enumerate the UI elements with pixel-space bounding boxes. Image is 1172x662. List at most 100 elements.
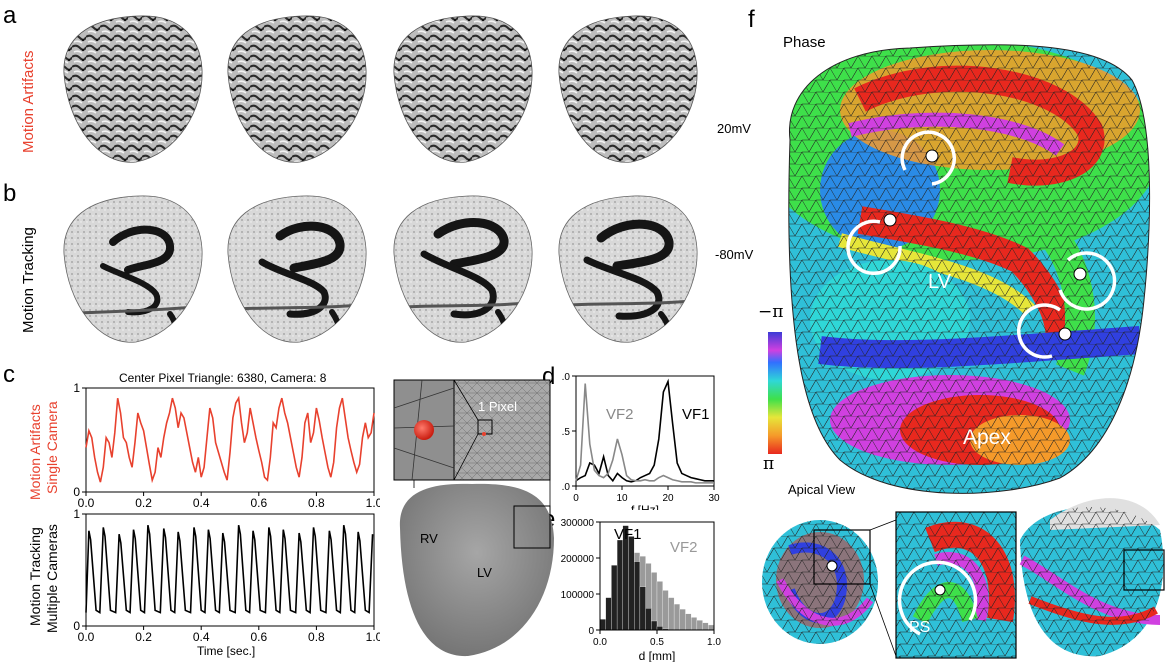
- e-bar-VF2: [691, 617, 698, 631]
- chart-c-bottom: 0.0 0.2 0.4 0.6 0.8 1.0 0 1: [73, 507, 380, 644]
- phase-singularity-4: [1058, 327, 1072, 341]
- lv-label-f: LV: [928, 271, 951, 293]
- heart-b2: [227, 195, 367, 343]
- e-bar-VF1: [656, 626, 663, 631]
- plot-c-bottom-ylabel-1: Motion Tracking: [27, 527, 43, 626]
- e-bar-VF1: [645, 608, 652, 631]
- rv-label: RV: [420, 531, 438, 546]
- phase-singularity-1: [925, 149, 939, 163]
- e-ytick-label: 200000: [561, 554, 595, 565]
- plot-c-top-ylabel-2: Single Camera: [44, 401, 60, 494]
- heart-b1: [63, 195, 203, 343]
- d-xlabel: f [Hz]: [631, 503, 659, 510]
- e-bar-VF2: [656, 581, 663, 631]
- c-top-xtick-label: 0.2: [135, 496, 152, 510]
- e-bar-VF2: [696, 620, 703, 631]
- e-bar-VF1: [634, 561, 641, 631]
- phase-heart: [788, 44, 1150, 494]
- ps-label: PS: [909, 619, 931, 636]
- panel-c-label: c: [3, 361, 15, 388]
- c-top-frame: [85, 387, 375, 493]
- c-top-xtick-label: 0.0: [78, 496, 95, 510]
- vf2-label-d: VF2: [606, 406, 634, 423]
- plot-c-top-ylabel-1: Motion Artifacts: [27, 404, 43, 500]
- apical-singularity: [934, 584, 946, 596]
- pixel-inset: [393, 379, 554, 657]
- hearts-svg: [63, 15, 698, 343]
- e-xtick-label: 0.5: [650, 637, 664, 648]
- chart-c-xlabel: Time [sec.]: [197, 644, 256, 658]
- vf1-label-d: VF1: [682, 406, 710, 423]
- c-bot-xtick-label: 0.6: [250, 630, 267, 644]
- d-series-VF1: [575, 378, 714, 483]
- heart-a1: [63, 15, 203, 163]
- phase-colorbar-bottom: π: [763, 454, 775, 474]
- c-top-ytick-label: 0: [73, 485, 80, 499]
- e-bar-VF2: [702, 622, 709, 631]
- heart-b3: [393, 195, 533, 343]
- d-xtick-label: 30: [708, 493, 720, 504]
- colorbar-top-label: 20mV: [717, 121, 751, 136]
- e-xtick-label: 0.0: [593, 637, 607, 648]
- e-bar-VF2: [685, 613, 692, 631]
- e-bar-VF1: [611, 565, 618, 631]
- gray-heart: [399, 483, 554, 657]
- d-ytick-label: 0.0: [562, 482, 570, 493]
- chart-c: 0.0 0.2 0.4 0.6 0.8 1.001 0.0 0.2 0.4 0.6 0.8 1.00…: [73, 381, 380, 644]
- c-top-xtick-label: 0.8: [308, 496, 325, 510]
- e-xlabel: d [mm]: [639, 649, 676, 662]
- e-bar-VF2: [708, 624, 715, 631]
- panel-b-label: b: [3, 180, 17, 207]
- plot-c-bottom-ylabel-2: Multiple Cameras: [44, 524, 60, 633]
- panel-a-label: a: [3, 2, 17, 29]
- e-xtick-label: 1.0: [707, 637, 721, 648]
- phase-colorbar: [768, 332, 782, 454]
- e-bar-VF1: [651, 620, 658, 631]
- e-bar-VF2: [673, 603, 680, 631]
- heart-a2: [227, 15, 367, 163]
- c-top-xtick-label: 1.0: [366, 496, 380, 510]
- c-bot-xtick-label: 1.0: [366, 630, 380, 644]
- c-bot-frame: [85, 513, 375, 627]
- heart-pixel-box: [513, 505, 551, 549]
- apical-view-left: [762, 520, 878, 644]
- heart-b4: [558, 195, 698, 343]
- c-top-series-line: [85, 395, 375, 484]
- c-bot-xtick-label: 0.8: [308, 630, 325, 644]
- e-bar-VF1: [599, 619, 606, 631]
- e-ytick-label: 0: [588, 626, 594, 637]
- c-bot-ytick-label: 1: [73, 507, 80, 521]
- vf2-label-e: VF2: [670, 539, 698, 556]
- c-bot-ytick-label: 0: [73, 619, 80, 633]
- e-bar-VF1: [639, 586, 646, 631]
- apex-label: Apex: [963, 426, 1011, 449]
- d-series-VF2: [575, 383, 714, 484]
- chart-c-top: 0.0 0.2 0.4 0.6 0.8 1.0 0 1: [73, 381, 380, 510]
- apical-view-right: [1019, 498, 1165, 657]
- c-top-xtick-label: 0.6: [250, 496, 267, 510]
- phase-singularity-2: [883, 213, 897, 227]
- lv-label-c: LV: [477, 565, 492, 580]
- pixel-marker: [414, 420, 434, 440]
- d-ytick-label: 0.5: [562, 427, 570, 438]
- e-bar-VF1: [616, 539, 623, 631]
- pixel-label: 1 Pixel: [478, 399, 518, 414]
- vf1-label-e: VF1: [614, 526, 642, 543]
- e-ytick-label: 100000: [561, 590, 595, 601]
- plot-c-title: Center Pixel Triangle: 6380, Camera: 8: [119, 371, 327, 385]
- c-bot-xtick-label: 0.0: [78, 630, 95, 644]
- heart-a3: [393, 15, 533, 163]
- e-bar-VF2: [679, 608, 686, 631]
- heart-a4: [558, 15, 698, 163]
- phase-colorbar-top: −π: [758, 302, 784, 322]
- panel-f-label: f: [748, 6, 755, 33]
- phase-title: Phase: [783, 34, 826, 51]
- e-bar-VF1: [605, 597, 612, 631]
- d-xtick-label: 0: [573, 493, 579, 504]
- e-bar-VF2: [668, 597, 675, 631]
- c-top-ytick-label: 1: [73, 381, 80, 395]
- e-ytick-label: 300000: [561, 518, 595, 529]
- c-bot-series-line: [85, 525, 374, 614]
- colorbar-bottom-label: -80mV: [715, 247, 754, 262]
- chart-d: 0 10 20 30 0.0 0.5 1.0 f [Hz]: [562, 372, 720, 510]
